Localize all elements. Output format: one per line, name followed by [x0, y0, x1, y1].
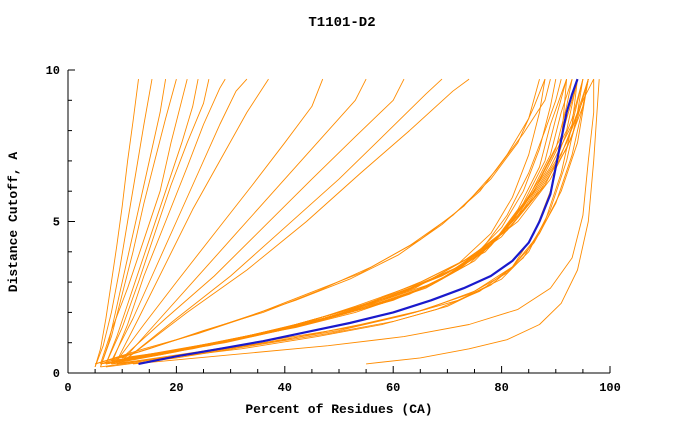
series-model-30	[122, 78, 589, 359]
series-model-33	[132, 78, 589, 359]
x-tick-label: 80	[494, 381, 508, 395]
series-model-29	[122, 78, 584, 362]
series-model-06	[105, 79, 199, 365]
series-model-40	[366, 79, 600, 365]
series-model-27	[116, 79, 578, 362]
y-tick-label: 10	[46, 64, 60, 78]
chart-title: T1101-D2	[308, 15, 375, 31]
series-model-14	[127, 78, 443, 359]
series-model-26	[111, 78, 578, 362]
x-tick-label: 20	[169, 381, 183, 395]
series-model-18	[100, 78, 551, 365]
series-model-38	[122, 79, 589, 365]
series-model-13	[121, 78, 405, 359]
y-tick-label: 5	[53, 216, 60, 230]
x-tick-label: 100	[599, 381, 621, 395]
series-model-36	[111, 79, 584, 365]
series-model-02	[94, 79, 153, 368]
x-tick-label: 40	[278, 381, 292, 395]
y-tick-label: 0	[53, 367, 60, 381]
series-model-35	[105, 79, 578, 368]
x-axis-label: Percent of Residues (CA)	[245, 402, 432, 417]
series-model-01	[94, 79, 139, 368]
series-model-15	[127, 78, 470, 359]
series-model-08	[110, 78, 226, 365]
series-model-39	[132, 79, 595, 365]
plot-area: 0 20 40 60 80 100 0 5 10	[46, 64, 621, 395]
series-model-25	[111, 79, 573, 362]
series-model-07	[105, 79, 210, 365]
x-tick-label: 60	[386, 381, 400, 395]
series-model-10	[116, 78, 269, 362]
series-model-09	[110, 78, 248, 362]
series-model-04	[100, 78, 177, 368]
x-tick-label: 0	[64, 381, 71, 395]
series-model-31	[127, 79, 589, 359]
series-model-03	[100, 79, 167, 368]
series-model-11	[116, 78, 324, 362]
series-model-12	[121, 78, 367, 362]
series-model-20	[100, 79, 557, 365]
series-model-21	[105, 78, 562, 365]
series-model-32	[127, 78, 595, 359]
y-axis-label: Distance Cutoff, A	[6, 152, 21, 293]
series-model-05	[100, 78, 188, 365]
series-best-model	[138, 78, 579, 365]
